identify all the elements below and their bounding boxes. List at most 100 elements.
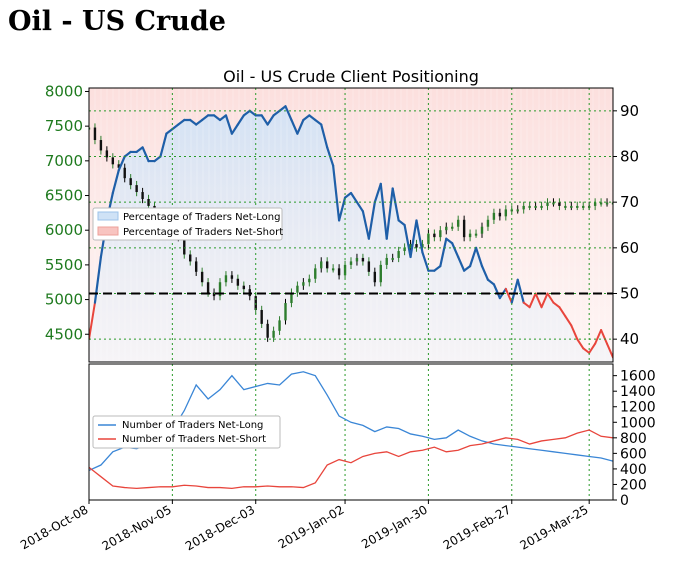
price-candle-body <box>200 271 204 283</box>
price-candle-body <box>486 219 490 227</box>
price-candle-body <box>236 278 240 286</box>
left-tick-label: 4500 <box>45 325 83 343</box>
net-long-pct-segment <box>528 292 537 309</box>
net-long-pct-segment <box>379 182 388 240</box>
net-long-pct-segment <box>504 287 513 304</box>
net-long-pct-segment <box>177 118 186 126</box>
net-long-pct-segment <box>135 146 144 154</box>
right-tick-label: 40 <box>620 330 639 348</box>
price-candle-body <box>397 251 400 258</box>
left-tick-label: 5000 <box>45 291 83 309</box>
price-candle-body <box>105 150 109 158</box>
net-long-pct-segment <box>594 329 603 345</box>
net-long-pct-segment <box>546 292 555 304</box>
net-long-pct-segment <box>415 219 424 254</box>
price-candle-body <box>593 202 597 206</box>
net-long-pct-segment <box>141 146 150 163</box>
net-long-pct-segment <box>117 155 126 172</box>
net-long-pct-segment <box>397 219 406 227</box>
price-candle-body <box>480 226 484 234</box>
price-candle-body <box>528 205 531 208</box>
net-long-pct-segment <box>439 237 448 268</box>
right-tick-label: 0 <box>620 493 629 509</box>
net-long-pct-segment <box>492 283 501 300</box>
price-candle-body <box>379 264 382 283</box>
left-tick-label: 8000 <box>45 82 83 100</box>
net-long-pct-segment <box>355 201 365 213</box>
price-candle-body <box>415 244 418 248</box>
net-long-pct-segment <box>403 223 412 259</box>
price-candle-body <box>582 205 585 208</box>
price-candle-body <box>504 209 508 217</box>
price-candle-body <box>189 254 192 262</box>
net-long-pct-segment <box>218 114 228 122</box>
price-candle-body <box>314 268 317 279</box>
price-candle-body <box>278 320 281 331</box>
right-tick-label: 600 <box>620 446 647 462</box>
net-long-pct-segment <box>457 255 466 272</box>
right-tick-label: 1600 <box>620 369 656 385</box>
price-candle-body <box>260 309 263 324</box>
price-candle-body <box>391 257 394 260</box>
price-candle-body <box>355 257 359 262</box>
right-tick-label: 50 <box>620 285 639 303</box>
price-candle-body <box>445 226 448 231</box>
left-tick-label: 5500 <box>45 256 83 274</box>
price-candle-body <box>183 237 186 255</box>
price-candle-body <box>403 247 406 252</box>
price-candle-body <box>605 202 609 205</box>
net-long-pct-segment <box>510 278 519 304</box>
price-candle-body <box>325 261 329 269</box>
right-tick-label: 1200 <box>620 400 656 416</box>
price-candle-body <box>510 209 513 212</box>
net-long-pct-segment <box>111 169 120 195</box>
price-candle-body <box>117 164 120 168</box>
price-candle-body <box>296 285 299 293</box>
net-long-pct-segment <box>302 114 311 122</box>
net-short-count-line <box>89 429 613 489</box>
net-long-pct-segment <box>600 329 609 345</box>
net-long-pct-segment <box>474 246 484 268</box>
net-long-pct-segment <box>337 196 347 222</box>
net-long-pct-segment <box>570 324 579 341</box>
net-long-pct-segment <box>349 191 359 204</box>
price-candle-body <box>385 257 388 265</box>
net-long-pct-segment <box>486 278 496 286</box>
net-long-pct-segment <box>588 342 597 354</box>
net-long-pct-segment <box>236 114 245 126</box>
net-long-pct-segment <box>409 219 418 259</box>
legend-box <box>92 207 283 241</box>
price-candle-body <box>462 219 466 238</box>
right-tick-label: 60 <box>620 239 639 257</box>
price-candle-body <box>308 278 311 283</box>
price-candle-body <box>302 282 305 286</box>
x-tick-label: 2018-Oct-08 <box>18 502 90 552</box>
right-tick-label: 80 <box>620 148 639 166</box>
left-tick-label: 6500 <box>45 187 83 205</box>
right-tick-label: 70 <box>620 193 639 211</box>
price-candle-body <box>498 212 502 217</box>
price-candle-body <box>135 185 138 193</box>
price-candle-body <box>320 261 323 269</box>
page-title: Oil - US Crude <box>8 6 226 37</box>
net-long-pct-segment <box>343 191 353 199</box>
net-long-pct-segment <box>534 292 543 309</box>
top-panel: 4500 5000 5500 6000 6500 7000 7500 8000 40 50 60 70… <box>45 82 639 363</box>
x-tick-label: 2019-Jan-02 <box>276 502 347 551</box>
right-tick-label: 1000 <box>620 415 656 431</box>
net-long-pct-segment <box>373 182 382 204</box>
net-long-pct-segment <box>468 246 478 268</box>
net-long-pct-segment <box>564 315 573 327</box>
price-candle-body <box>290 292 293 304</box>
net-long-pct-segment <box>480 265 490 281</box>
price-candle-body <box>349 261 353 265</box>
price-candle-body <box>373 271 377 283</box>
price-candle-body <box>212 292 216 297</box>
price-candle-body <box>218 282 222 297</box>
price-candle-body <box>272 330 275 338</box>
price-candle-body <box>522 205 525 210</box>
price-candle-body <box>242 285 246 290</box>
left-tick-label: 6000 <box>45 221 83 239</box>
price-candle-body <box>194 261 198 272</box>
